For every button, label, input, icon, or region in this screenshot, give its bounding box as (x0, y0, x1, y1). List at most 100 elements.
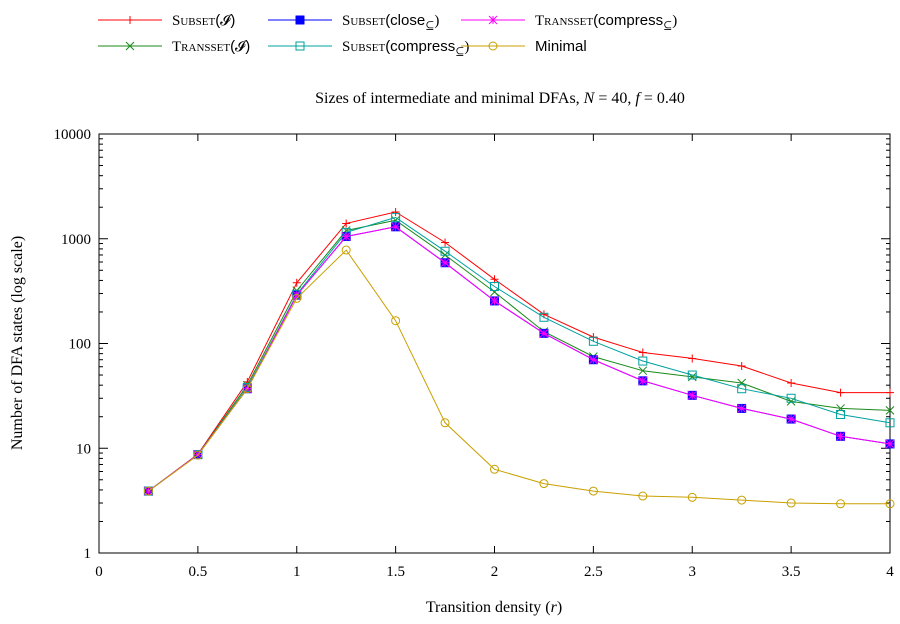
data-point (295, 41, 305, 51)
data-point (737, 495, 747, 505)
data-point (836, 499, 846, 509)
data-point (737, 404, 747, 413)
y-axis-title: Number of DFA states (log scale) (9, 236, 26, 450)
data-point (490, 282, 499, 292)
series-cross (144, 215, 895, 496)
x-tick-label: 1.5 (386, 564, 405, 580)
data-point (885, 439, 895, 449)
data-point (737, 378, 747, 388)
data-point (836, 404, 845, 413)
data-point (885, 418, 895, 428)
series-open-square (143, 212, 895, 496)
x-tick-label: 3.5 (782, 564, 801, 580)
series-filled-square (143, 222, 895, 496)
data-point (687, 390, 697, 400)
data-point (787, 378, 796, 387)
chart-title: Sizes of intermediate and minimal DFAs, … (315, 90, 685, 107)
y-tick-label: 1000 (61, 232, 91, 248)
data-point (638, 348, 647, 357)
data-point (342, 219, 351, 228)
data-point (638, 356, 648, 366)
data-point (490, 296, 499, 306)
data-point (688, 354, 697, 363)
series-line (148, 226, 891, 492)
data-point (786, 414, 796, 424)
legend-label: Subset(𝓘) (172, 12, 235, 29)
series-asterisk (144, 222, 895, 496)
data-point (490, 464, 499, 474)
data-point (836, 388, 845, 397)
data-point (391, 316, 401, 326)
data-point (440, 258, 450, 268)
data-point (391, 222, 400, 232)
legend-label: Transset(𝓘) (172, 38, 250, 55)
x-tick-label: 2 (491, 564, 499, 580)
data-point (687, 370, 697, 380)
legend-label: Subset(close⊆) (342, 12, 439, 32)
data-point (886, 388, 894, 397)
data-point (440, 418, 450, 428)
data-point (638, 366, 648, 376)
data-point (441, 238, 450, 247)
legend-item: Subset(𝓘) (98, 12, 235, 29)
data-point (391, 212, 401, 222)
data-point (588, 336, 598, 346)
data-point (295, 15, 305, 25)
data-point (488, 41, 498, 51)
data-point (786, 498, 796, 508)
legend-item: Transset(compress⊆) (461, 12, 677, 32)
axis-ticks: 0 0.5 1 1.5 2 2.5 3 3.5 4 1 10 100 1000 10000 (54, 127, 895, 580)
data-point (341, 232, 351, 241)
x-tick-label: 2.5 (584, 564, 603, 580)
legend-label: Transset(compress⊆) (535, 12, 677, 32)
legend-item: Transset(𝓘) (98, 38, 250, 55)
y-tick-label: 1 (84, 546, 92, 562)
data-point (885, 499, 895, 509)
legend-item: Subset(compress⊆) (268, 38, 469, 58)
legend-label: Subset(compress⊆) (342, 38, 469, 58)
plot-frame (98, 133, 891, 554)
data-point (126, 16, 134, 24)
data-point (490, 275, 499, 284)
series-line (148, 211, 890, 492)
data-point (885, 406, 895, 415)
data-point (836, 431, 845, 441)
y-tick-label: 100 (69, 337, 92, 353)
legend-item: Minimal (461, 38, 587, 55)
data-point (391, 208, 400, 217)
legend-item: Subset(close⊆) (268, 12, 439, 32)
data-point (488, 15, 498, 25)
data-point (292, 278, 301, 287)
data-point (687, 492, 697, 502)
series-line (148, 249, 890, 505)
data-point (292, 290, 302, 300)
data-point (589, 355, 598, 365)
data-point (588, 486, 598, 496)
data-point (143, 486, 153, 496)
x-tick-label: 1 (293, 564, 301, 580)
series-line (148, 219, 891, 492)
data-point (638, 376, 648, 386)
x-tick-label: 0.5 (189, 564, 208, 580)
data-point (836, 409, 846, 419)
data-point (440, 246, 450, 256)
plot-border (98, 133, 891, 554)
y-tick-label: 10 (76, 441, 91, 457)
series-open-circle (143, 245, 895, 509)
data-point (786, 393, 796, 403)
x-tick-label: 4 (886, 564, 894, 580)
series-line (148, 216, 891, 492)
data-series (143, 208, 895, 509)
data-point (539, 312, 549, 322)
data-point (242, 384, 252, 394)
y-tick-label: 10000 (54, 127, 92, 143)
data-point (193, 450, 203, 460)
x-tick-label: 0 (95, 564, 103, 580)
x-axis-title: Transition density (r) (426, 599, 562, 616)
data-point (638, 491, 648, 501)
data-point (737, 384, 747, 394)
data-point (125, 41, 135, 51)
legend-label: Minimal (535, 38, 587, 55)
data-point (539, 328, 549, 338)
